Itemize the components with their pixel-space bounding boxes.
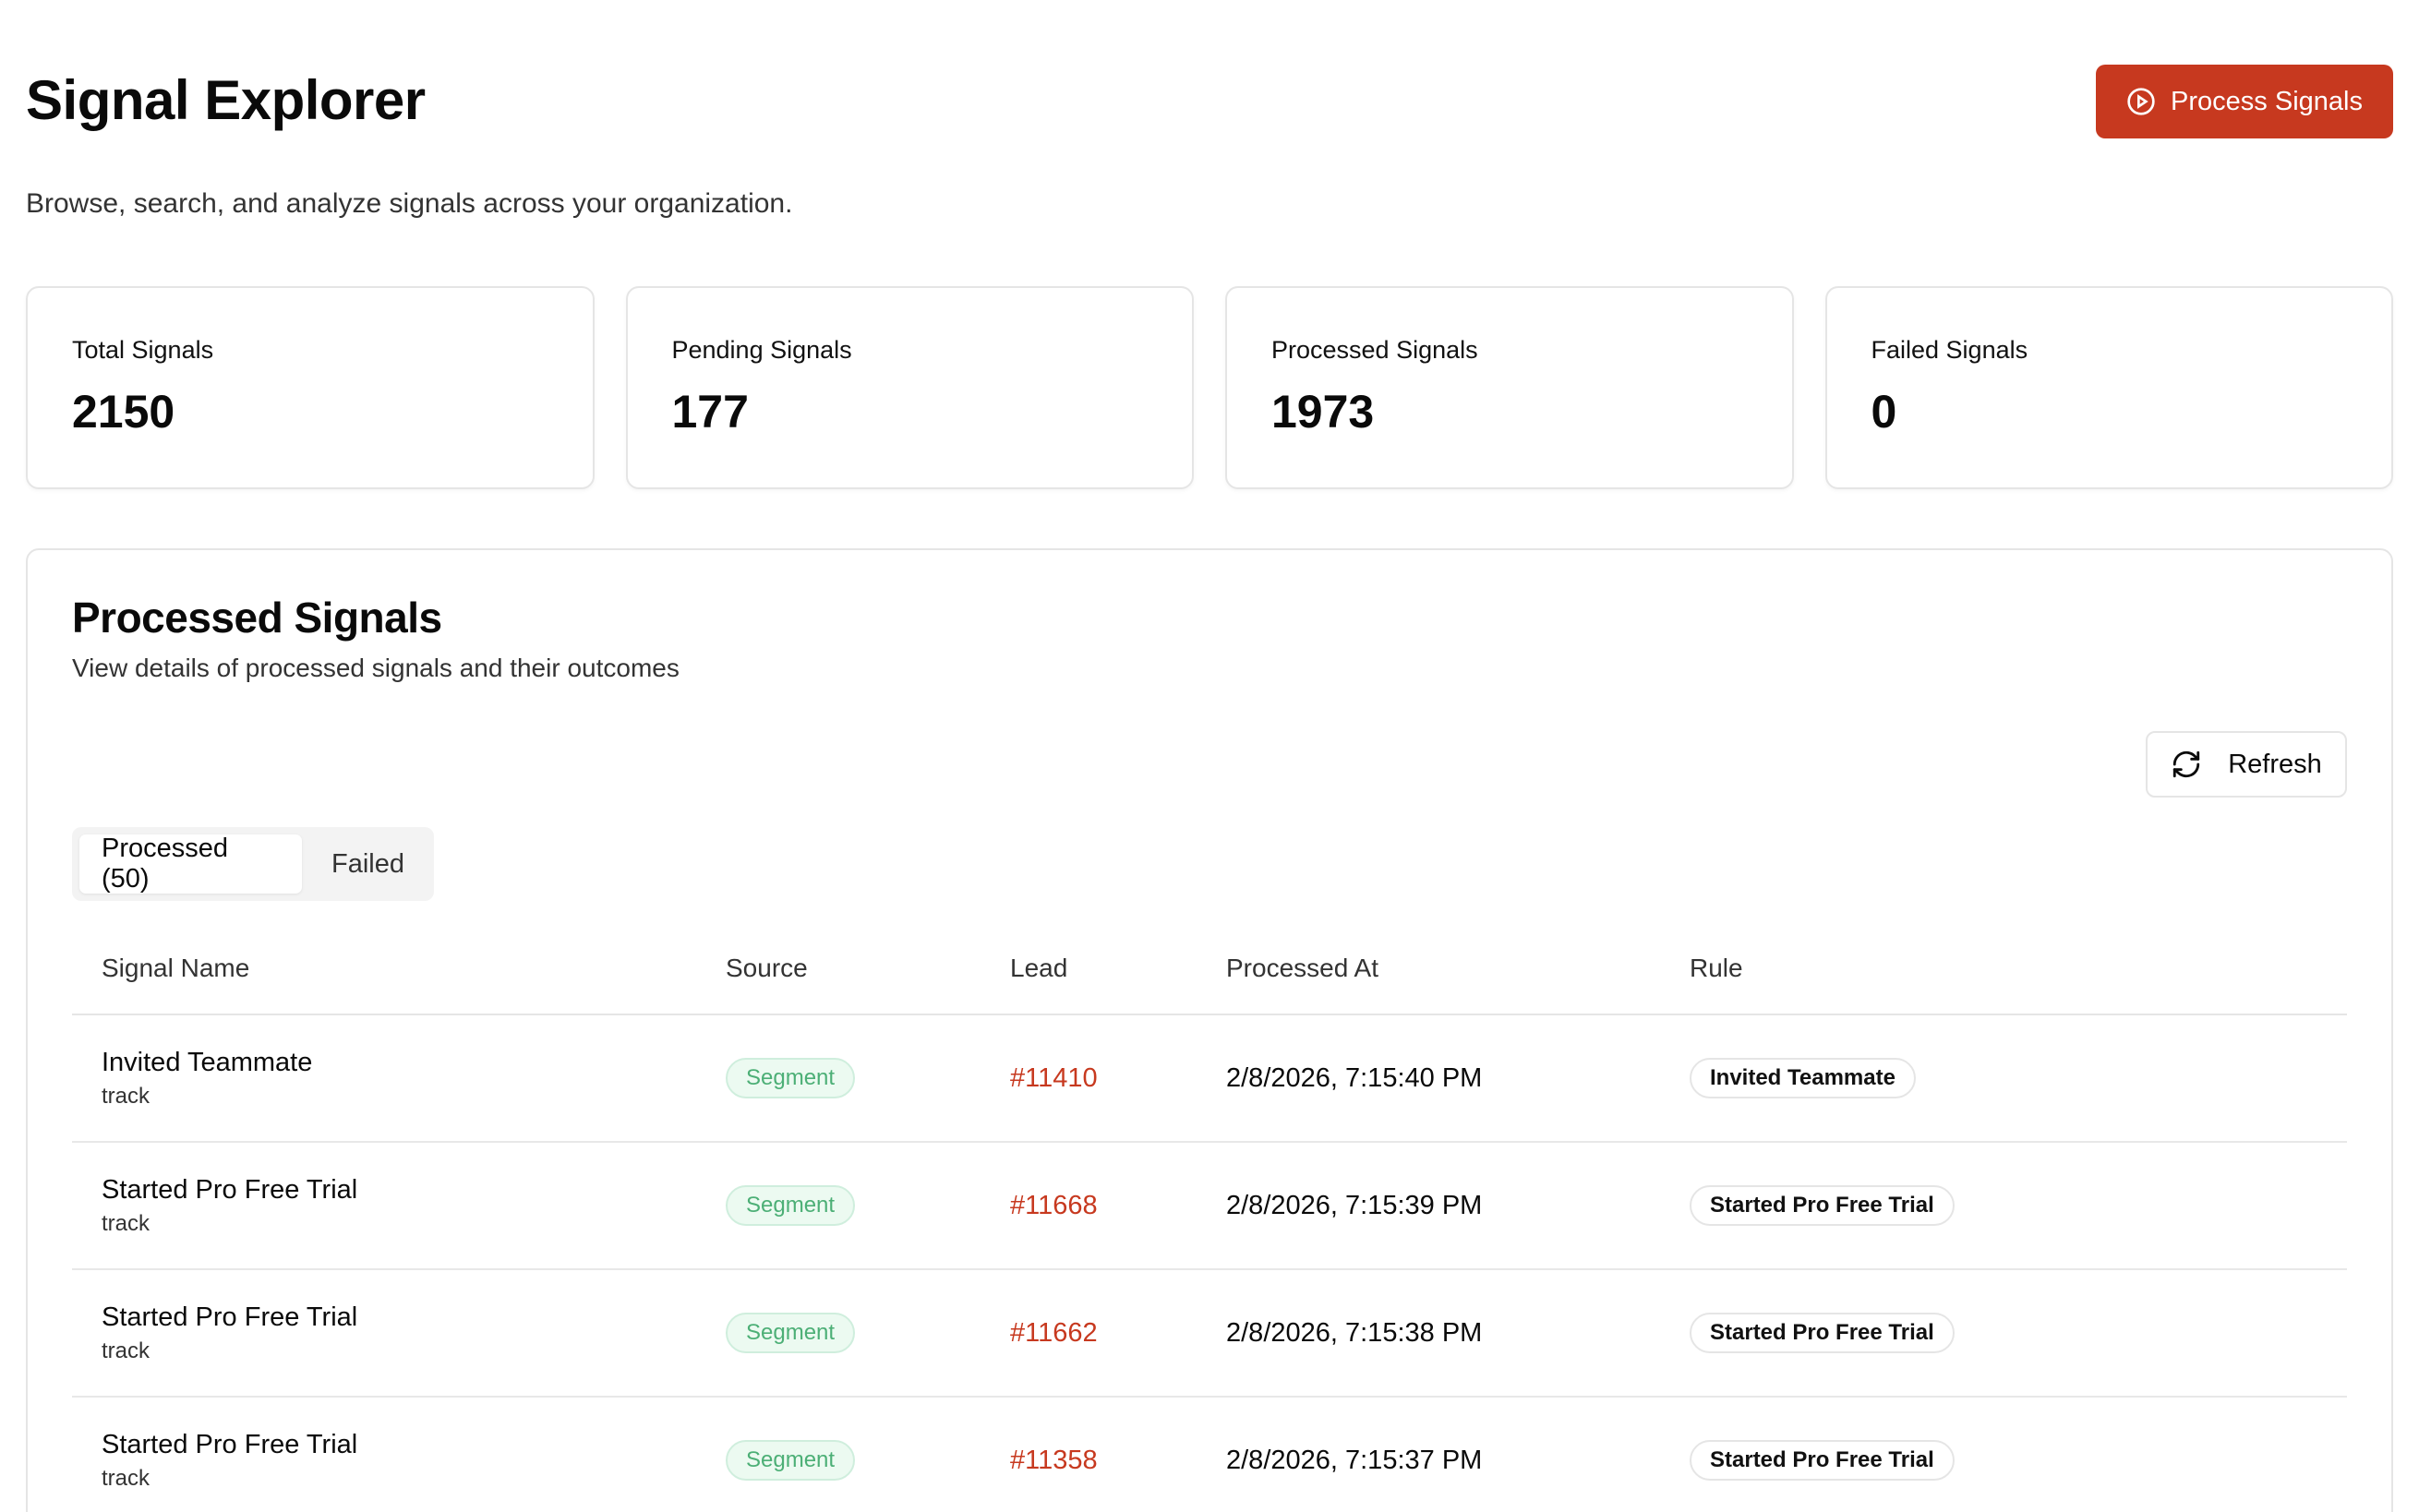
stat-value: 2150 <box>72 386 175 438</box>
processed-at: 2/8/2026, 7:15:37 PM <box>1226 1445 1483 1475</box>
processed-at: 2/8/2026, 7:15:40 PM <box>1226 1062 1483 1093</box>
signal-name-cell: Started Pro Free Trial track <box>72 1430 726 1492</box>
rule-cell: Invited Teammate <box>1690 1058 2347 1098</box>
panel-title: Processed Signals <box>72 594 442 642</box>
stat-label: Pending Signals <box>671 336 852 364</box>
column-header-processed-at: Processed At <box>1226 954 1378 982</box>
lead-link[interactable]: #11410 <box>1010 1062 1098 1093</box>
stat-value: 1973 <box>1271 386 1375 438</box>
signal-name: Started Pro Free Trial <box>102 1429 358 1459</box>
refresh-button[interactable]: Refresh <box>2146 731 2347 798</box>
rule-cell: Started Pro Free Trial <box>1690 1185 2347 1226</box>
stat-card-processed: Processed Signals 1973 <box>1225 286 1794 489</box>
processed-at: 2/8/2026, 7:15:39 PM <box>1226 1190 1483 1220</box>
column-header-lead: Lead <box>1010 954 1068 982</box>
refresh-label: Refresh <box>2228 749 2322 779</box>
stats-row: Total Signals 2150 Pending Signals 177 P… <box>26 286 2393 489</box>
stat-card-total: Total Signals 2150 <box>26 286 595 489</box>
lead-link[interactable]: #11668 <box>1010 1190 1098 1220</box>
signal-tabs: Processed (50) Failed <box>72 827 434 901</box>
page-subtitle: Browse, search, and analyze signals acro… <box>26 188 793 219</box>
source-badge: Segment <box>726 1058 856 1098</box>
rule-badge: Started Pro Free Trial <box>1690 1185 1955 1226</box>
table-header: Signal Name Source Lead Processed At Rul… <box>72 923 2347 1015</box>
refresh-icon <box>2173 750 2200 778</box>
lead-link[interactable]: #11358 <box>1010 1445 1098 1475</box>
lead-cell: #11358 <box>1010 1446 1226 1476</box>
rule-badge: Started Pro Free Trial <box>1690 1313 1955 1353</box>
rule-badge: Started Pro Free Trial <box>1690 1440 1955 1481</box>
lead-cell: #11410 <box>1010 1063 1226 1094</box>
processed-signals-panel: Processed Signals View details of proces… <box>26 548 2393 1512</box>
rule-cell: Started Pro Free Trial <box>1690 1313 2347 1353</box>
source-cell: Segment <box>726 1313 1010 1353</box>
column-header-source: Source <box>726 954 808 982</box>
signal-name-cell: Started Pro Free Trial track <box>72 1302 726 1364</box>
signal-type: track <box>102 1083 150 1109</box>
lead-cell: #11668 <box>1010 1191 1226 1221</box>
stat-label: Processed Signals <box>1271 336 1478 364</box>
signal-name: Started Pro Free Trial <box>102 1174 358 1205</box>
tab-failed[interactable]: Failed <box>331 848 404 879</box>
signal-name-cell: Invited Teammate track <box>72 1048 726 1110</box>
panel-description: View details of processed signals and th… <box>72 654 680 682</box>
rule-badge: Invited Teammate <box>1690 1058 1916 1098</box>
source-badge: Segment <box>726 1185 856 1226</box>
stat-card-failed: Failed Signals 0 <box>1824 286 2393 489</box>
source-cell: Segment <box>726 1058 1010 1098</box>
source-badge: Segment <box>726 1313 856 1353</box>
table-row: Started Pro Free Trial track Segment #11… <box>72 1270 2347 1398</box>
page-header: Signal Explorer Process Signals <box>26 63 2393 140</box>
signals-table: Signal Name Source Lead Processed At Rul… <box>72 923 2347 1512</box>
signal-type: track <box>102 1338 150 1363</box>
stat-card-pending: Pending Signals 177 <box>625 286 1194 489</box>
page-title: Signal Explorer <box>26 69 426 131</box>
stat-label: Failed Signals <box>1871 336 2028 364</box>
processed-at: 2/8/2026, 7:15:38 PM <box>1226 1317 1483 1348</box>
lead-cell: #11662 <box>1010 1318 1226 1349</box>
table-row: Started Pro Free Trial track Segment #11… <box>72 1143 2347 1270</box>
signal-name: Invited Teammate <box>102 1047 313 1077</box>
stat-label: Total Signals <box>72 336 214 364</box>
stat-value: 177 <box>671 386 749 438</box>
signal-name-cell: Started Pro Free Trial track <box>72 1175 726 1237</box>
process-signals-button[interactable]: Process Signals <box>2096 65 2393 138</box>
source-cell: Segment <box>726 1185 1010 1226</box>
column-header-signal-name: Signal Name <box>102 954 250 982</box>
tab-processed[interactable]: Processed (50) <box>79 834 302 894</box>
play-circle-icon <box>2127 88 2155 115</box>
table-row: Invited Teammate track Segment #11410 2/… <box>72 1015 2347 1143</box>
source-cell: Segment <box>726 1440 1010 1481</box>
column-header-rule: Rule <box>1690 954 1743 982</box>
table-row: Started Pro Free Trial track Segment #11… <box>72 1398 2347 1512</box>
signal-type: track <box>102 1210 150 1236</box>
lead-link[interactable]: #11662 <box>1010 1317 1098 1348</box>
rule-cell: Started Pro Free Trial <box>1690 1440 2347 1481</box>
stat-value: 0 <box>1871 386 1897 438</box>
source-badge: Segment <box>726 1440 856 1481</box>
signal-type: track <box>102 1465 150 1491</box>
process-signals-label: Process Signals <box>2171 86 2363 116</box>
signal-name: Started Pro Free Trial <box>102 1302 358 1332</box>
